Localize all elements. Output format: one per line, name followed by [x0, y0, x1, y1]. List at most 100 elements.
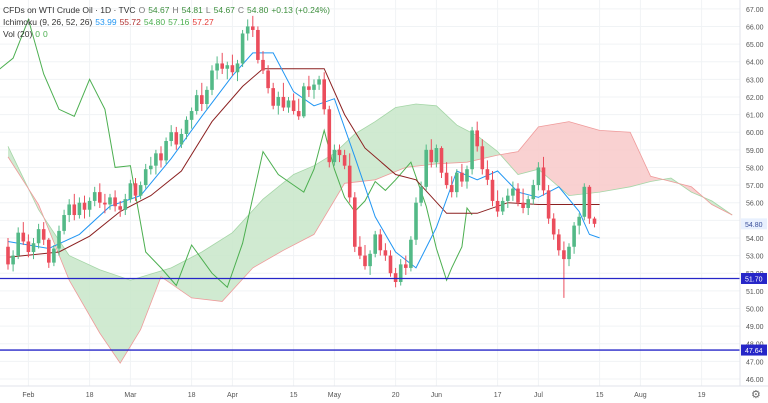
candle-body — [444, 172, 449, 186]
candle-body — [465, 169, 469, 182]
candle-body — [113, 197, 117, 207]
candle-body — [429, 149, 434, 163]
candle-body — [291, 100, 296, 112]
candle-body — [526, 199, 530, 208]
candle-body — [143, 169, 148, 186]
candle-body — [521, 202, 525, 208]
candle-body — [266, 70, 270, 89]
open-value: 54.67 — [148, 5, 170, 15]
candle-body — [551, 218, 556, 235]
time-tick-label: 17 — [494, 392, 502, 399]
time-tick-label: 18 — [86, 392, 94, 399]
candle-body — [240, 33, 245, 64]
volume-label[interactable]: Vol (20) — [3, 29, 33, 39]
candle-body — [57, 230, 61, 249]
candle-body — [154, 153, 158, 166]
change-value: +0.13 (+0.24%) — [271, 5, 330, 15]
line-price-tag-1: 51.70 — [745, 276, 763, 283]
candle-body — [317, 79, 321, 85]
price-tick-label: 56.00 — [746, 201, 764, 208]
ichimoku-span-b-value: 57.27 — [192, 17, 214, 27]
candle-body — [378, 234, 383, 251]
chikou-line — [0, 17, 473, 289]
candle-body — [133, 183, 138, 196]
candle-body — [587, 186, 592, 219]
candle-body — [169, 132, 173, 142]
candle-body — [230, 65, 235, 73]
ichimoku-label[interactable]: Ichimoku (9, 26, 52, 26) — [3, 17, 93, 27]
price-axis[interactable]: 46.0047.0048.0049.0050.0051.0052.0053.00… — [739, 0, 768, 403]
candle-body — [261, 59, 265, 71]
candle-body — [449, 185, 454, 193]
time-axis-bg[interactable] — [0, 386, 768, 403]
price-tick-label: 51.00 — [746, 289, 764, 296]
price-tick-label: 66.00 — [746, 24, 764, 31]
candle-body — [98, 192, 102, 203]
candle-body — [516, 188, 520, 203]
price-tick-label: 49.00 — [746, 324, 764, 331]
price-tick-label: 47.00 — [746, 359, 764, 366]
price-tick-label: 64.00 — [746, 60, 764, 67]
candle-body — [393, 273, 398, 283]
time-tick-label: 19 — [698, 392, 706, 399]
candle-body — [77, 202, 82, 216]
candle-body — [307, 86, 311, 90]
volume-legend-row[interactable]: Vol (20) 0 0 — [3, 28, 330, 40]
candle-body — [92, 192, 97, 201]
candle-body — [103, 202, 107, 205]
candle-body — [215, 63, 219, 71]
time-tick-label: 20 — [392, 392, 400, 399]
candle-body — [368, 253, 372, 267]
ichimoku-legend-row[interactable]: Ichimoku (9, 26, 52, 26) 53.99 55.72 54.… — [3, 16, 330, 28]
candle-body — [16, 232, 20, 256]
candle-body — [302, 86, 306, 117]
candle-body — [159, 153, 163, 161]
candle-body — [235, 63, 240, 73]
candle-body — [541, 167, 546, 191]
candle-body — [511, 188, 515, 196]
candle-body — [108, 197, 112, 205]
candle-body — [480, 146, 485, 170]
candle-body — [536, 167, 541, 186]
candle-body — [200, 95, 204, 104]
price-tick-label: 61.00 — [746, 113, 764, 120]
price-tick-label: 54.00 — [746, 236, 764, 243]
span-a-line — [7, 103, 733, 281]
candle-body — [577, 216, 581, 226]
price-tick-label: 59.00 — [746, 148, 764, 155]
candle-body — [179, 133, 184, 145]
symbol-row[interactable]: CFDs on WTI Crude Oil · 1D · TVC O 54.67 … — [3, 5, 330, 15]
cloud-bullish — [43, 104, 501, 364]
candle-body — [41, 229, 46, 240]
time-axis[interactable]: Feb 18 Mar 18 Apr 15 May 20 Jun 17 Jul 15 Aug 19 ⚙ — [0, 385, 768, 403]
candle-body — [189, 111, 194, 120]
price-tick-label: 53.00 — [746, 254, 764, 261]
price-tick-label: 46.00 — [746, 377, 764, 384]
candle-body — [47, 239, 51, 263]
candle-body — [123, 199, 128, 210]
ichimoku-cloud — [8, 104, 733, 364]
candle-body — [332, 149, 337, 163]
line-price-tag-1-bg — [741, 272, 767, 284]
candle-body — [149, 165, 153, 170]
candle-body — [87, 200, 92, 210]
time-tick-label: 15 — [290, 392, 298, 399]
price-axis-bg[interactable] — [740, 0, 768, 403]
ichimoku-kijun-value: 55.72 — [119, 17, 141, 27]
candle-body — [506, 195, 510, 201]
low-value: 54.67 — [213, 5, 235, 15]
candle-body — [251, 26, 255, 30]
candle-body — [256, 29, 260, 60]
symbol-title[interactable]: CFDs on WTI Crude Oil · 1D · TVC — [3, 5, 136, 15]
settings-gear-icon[interactable]: ⚙ — [751, 388, 761, 401]
candle-body — [460, 172, 464, 182]
candle-body — [531, 185, 536, 200]
candle-body — [327, 109, 332, 163]
ichimoku-span-a-value: 57.16 — [168, 17, 190, 27]
candle-body — [245, 26, 250, 34]
price-tick-label: 57.00 — [746, 183, 764, 190]
candle-body — [337, 149, 342, 156]
ichimoku-lines — [0, 17, 733, 364]
candle-body — [500, 200, 505, 212]
